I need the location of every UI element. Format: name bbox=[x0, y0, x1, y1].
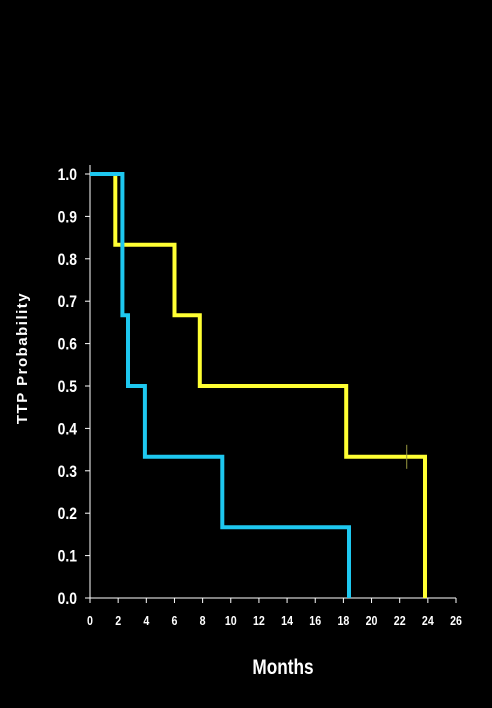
y-tick-label: 0.5 bbox=[58, 378, 78, 397]
y-tick-label: 0.6 bbox=[58, 335, 78, 354]
x-tick-label: 18 bbox=[337, 613, 349, 628]
x-tick-label: 20 bbox=[366, 613, 378, 628]
x-tick-label: 14 bbox=[281, 613, 293, 628]
x-tick-label: 0 bbox=[87, 613, 93, 628]
y-tick-label: 0.7 bbox=[58, 293, 77, 312]
y-axis-title: TTP Probability bbox=[14, 292, 31, 424]
x-tick-label: 10 bbox=[225, 613, 237, 628]
x-tick-label: 8 bbox=[200, 613, 206, 628]
y-tick-label: 0.9 bbox=[58, 208, 78, 227]
x-tick-label: 6 bbox=[171, 613, 177, 628]
x-axis: 0 2 4 6 8 10 12 14 16 18 20 22 24 26 bbox=[87, 597, 462, 628]
y-tick-label: 0.4 bbox=[58, 420, 78, 439]
y-tick-label: 0.8 bbox=[58, 251, 78, 270]
y-tick-label: 0.2 bbox=[58, 505, 78, 524]
series-1-line bbox=[90, 172, 351, 598]
y-tick-label: 0.0 bbox=[58, 590, 77, 609]
y-tick-label: 0.3 bbox=[58, 463, 78, 482]
series-0-line bbox=[90, 172, 427, 598]
y-tick-label: 1.0 bbox=[58, 166, 77, 185]
x-tick-label: 22 bbox=[394, 613, 406, 628]
y-axis: 0.0 0.1 0.2 0.3 0.4 0.5 0.6 0.7 0.8 0.9 1.0 bbox=[58, 165, 91, 609]
x-tick-label: 12 bbox=[253, 613, 265, 628]
x-tick-label: 24 bbox=[422, 613, 434, 628]
y-tick-label: 0.1 bbox=[58, 547, 78, 566]
x-axis-title: Months bbox=[252, 657, 313, 680]
x-tick-label: 16 bbox=[309, 613, 321, 628]
x-tick-label: 26 bbox=[450, 613, 462, 628]
x-tick-label: 2 bbox=[115, 613, 121, 628]
series-lines bbox=[90, 172, 427, 598]
x-tick-label: 4 bbox=[143, 613, 149, 628]
